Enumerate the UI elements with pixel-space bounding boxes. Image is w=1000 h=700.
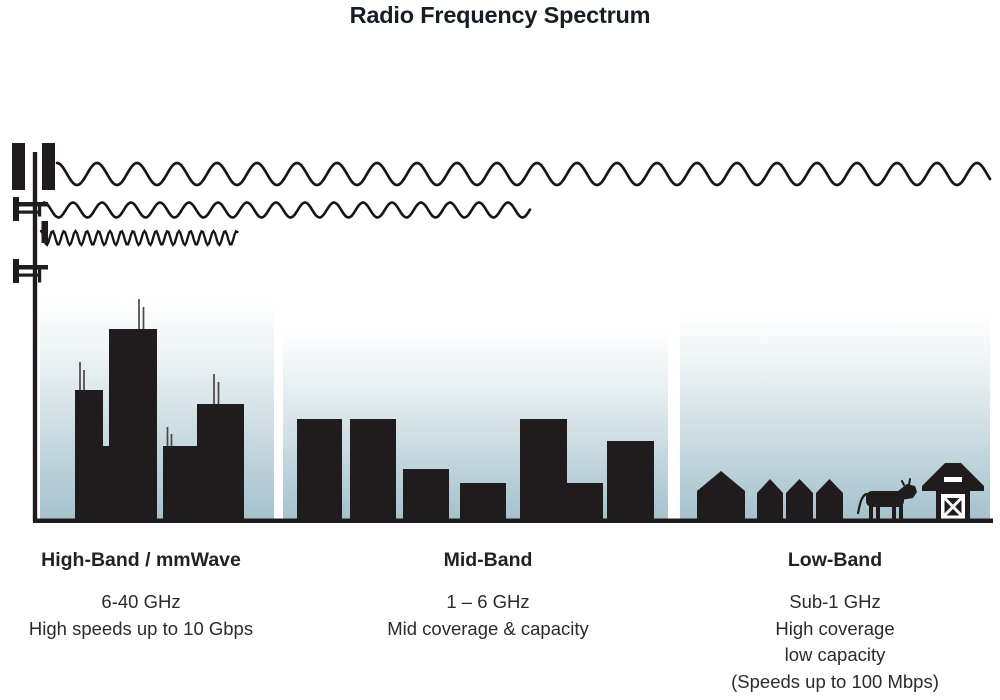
house xyxy=(757,479,783,521)
mid-building xyxy=(350,419,396,521)
house xyxy=(786,479,813,521)
short-wavelength-wave xyxy=(39,228,239,247)
mid-building xyxy=(520,419,567,521)
band-detail: 1 – 6 GHz xyxy=(446,591,530,612)
band-detail: low capacity xyxy=(784,644,886,665)
section-label-low-band: Low-Band Sub-1 GHz High coverage low cap… xyxy=(695,549,975,695)
ground xyxy=(33,518,993,523)
tower-small-antenna xyxy=(13,259,19,283)
section-label-high-band: High-Band / mmWave 6-40 GHz High speeds … xyxy=(0,549,282,642)
tower-bracket xyxy=(38,206,42,217)
tower-crossarm xyxy=(15,202,48,207)
band-detail: (Speeds up to 100 Mbps) xyxy=(731,670,939,692)
skyscraper xyxy=(103,446,110,521)
cow-horn xyxy=(908,478,911,486)
barn-door-cross-brace xyxy=(943,496,963,517)
barn-roof-vent xyxy=(944,477,962,482)
skyscraper xyxy=(163,446,197,521)
cow-head xyxy=(898,484,917,500)
band-detail: High coverage xyxy=(775,617,895,639)
radio-waves xyxy=(39,161,992,247)
tower-bracket xyxy=(38,269,42,283)
mid-building xyxy=(567,483,603,521)
cow-icon xyxy=(856,478,917,521)
skyscraper xyxy=(197,404,244,521)
diagram-title: Radio Frequency Spectrum xyxy=(349,2,651,28)
cow-tail xyxy=(856,492,868,515)
rural-houses xyxy=(697,471,843,521)
cow-ear xyxy=(901,480,905,486)
cow-leg xyxy=(876,505,880,521)
house xyxy=(697,471,745,521)
tower-antenna-panel-left xyxy=(12,143,25,190)
cow-leg xyxy=(899,505,903,521)
band-name: Mid-Band xyxy=(443,549,533,571)
band-detail: Sub-1 GHz xyxy=(789,591,881,612)
tower-crossarm xyxy=(15,265,48,270)
tower-mast xyxy=(32,152,38,521)
mid-building xyxy=(297,419,342,521)
tower-crossarm xyxy=(16,273,38,277)
city-buildings xyxy=(75,299,654,521)
cow-leg xyxy=(892,505,896,521)
tower-crossarm xyxy=(16,210,38,214)
band-name: Low-Band xyxy=(787,549,883,571)
band-detail: High speeds up to 10 Gbps xyxy=(28,617,254,639)
long-wavelength-wave xyxy=(55,161,992,187)
tower-small-antenna xyxy=(13,197,19,221)
medium-wavelength-wave xyxy=(42,201,532,219)
mid-building xyxy=(607,441,654,521)
cow-body xyxy=(866,491,904,507)
band-detail: 6-40 GHz xyxy=(101,591,181,612)
mid-building xyxy=(403,469,449,521)
mid-building xyxy=(460,483,506,521)
tower-small-antenna xyxy=(41,221,48,243)
skyscraper xyxy=(75,390,103,521)
band-name: High-Band / mmWave xyxy=(41,549,241,571)
ground-line xyxy=(33,518,993,523)
skyscraper xyxy=(109,329,157,521)
house xyxy=(816,479,843,521)
cow-leg xyxy=(869,505,873,521)
band-detail: Mid coverage & capacity xyxy=(387,617,589,639)
barn-icon xyxy=(922,463,984,521)
section-label-mid-band: Mid-Band 1 – 6 GHz Mid coverage & capaci… xyxy=(348,549,628,642)
tower-antenna-panel-right xyxy=(42,143,55,190)
cell-tower-icon xyxy=(12,143,55,521)
